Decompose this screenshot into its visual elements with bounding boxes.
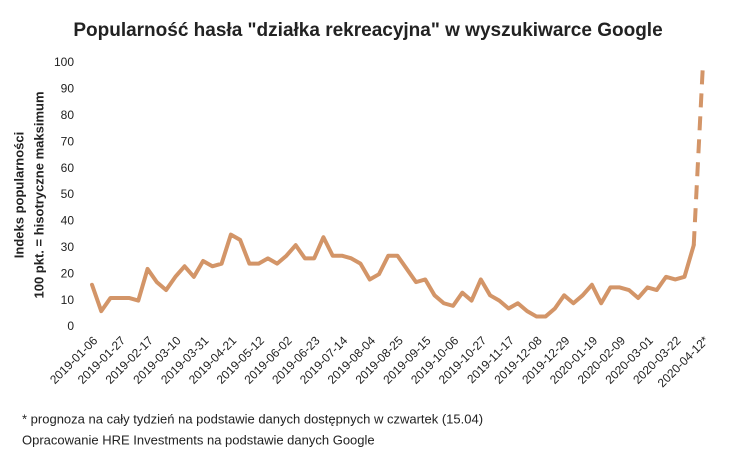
y-tick-label: 90 [61,82,75,96]
y-tick-label: 80 [61,108,75,122]
forecast-line [691,62,705,246]
y-tick-label: 30 [61,240,75,254]
y-tick-label: 0 [67,319,74,333]
footnote: * prognoza na cały tydzień na podstawie … [22,411,483,426]
y-tick-label: 60 [61,161,75,175]
y-tick-label: 50 [61,187,75,201]
chart-title: Popularność hasła "działka rekreacyjna" … [73,20,662,41]
y-axis-label: Indeks popularności [11,132,26,258]
y-tick-label: 70 [61,134,75,148]
footnote: Opracowanie HRE Investments na podstawie… [22,432,375,447]
y-tick-label: 20 [61,266,75,280]
y-tick-label: 40 [61,214,75,228]
data-line [90,232,696,319]
y-tick-label: 100 [54,55,74,69]
y-tick-label: 10 [61,293,75,307]
y-axis-label: 100 pkt. = hisotryczne maksimum [31,91,46,298]
